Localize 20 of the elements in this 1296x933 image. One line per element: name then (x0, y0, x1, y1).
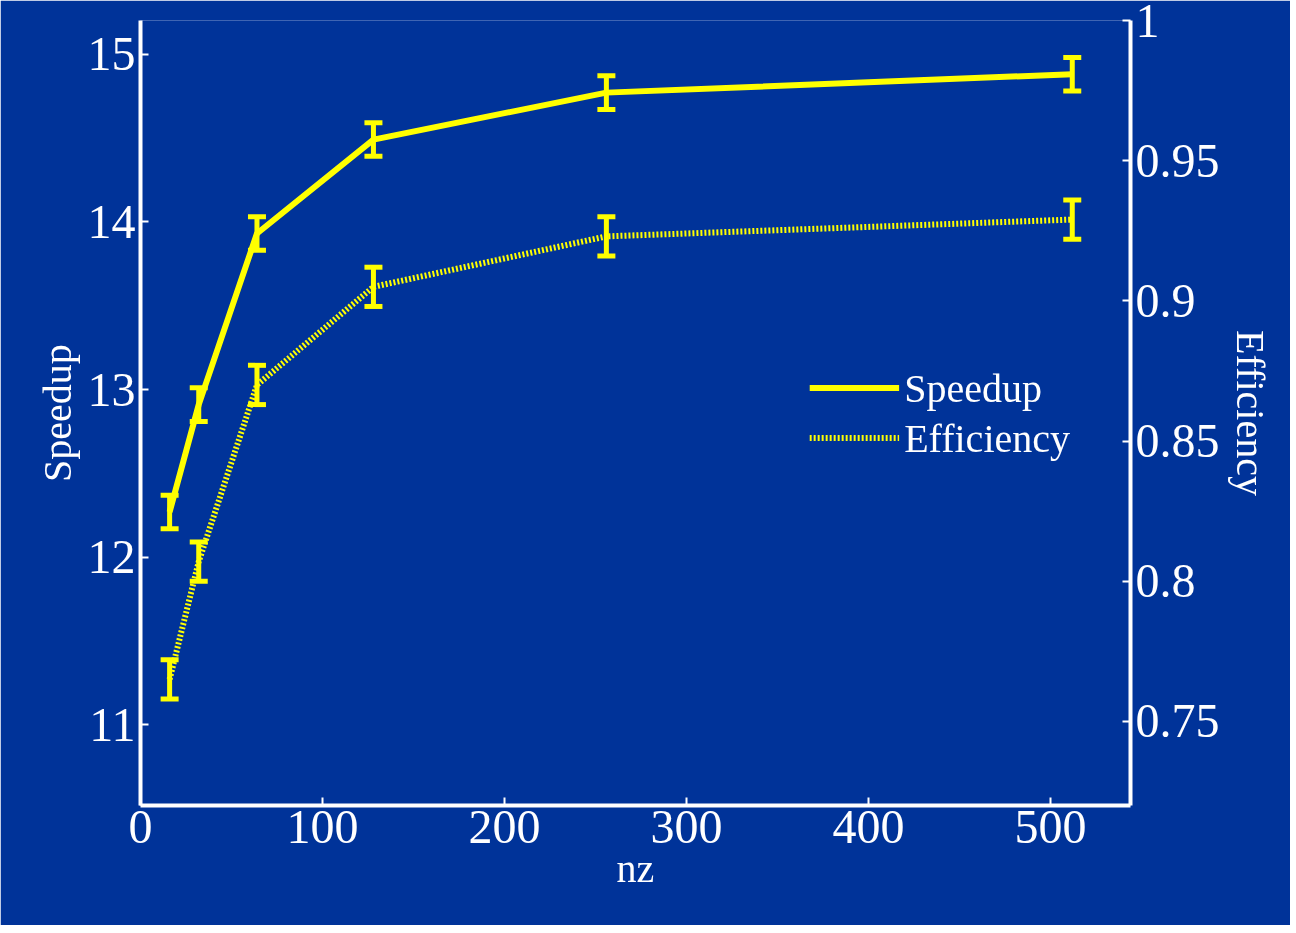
y2-tick-label: 0.9 (1135, 273, 1196, 327)
y-tick-label: 14 (87, 194, 136, 248)
y2-tick-label: 0.85 (1135, 414, 1220, 468)
x-tick-label: 500 (1014, 799, 1087, 853)
y2-tick-label: 0.95 (1135, 133, 1220, 187)
y-tick-label: 13 (87, 362, 136, 416)
y-tick-label: 12 (87, 530, 136, 584)
y-tick-label: 15 (87, 27, 136, 81)
x-tick-label: 400 (832, 799, 905, 853)
x-tick-label: 0 (128, 799, 153, 853)
legend-label: Speedup (904, 364, 1042, 411)
y2-tick-label: 1 (1135, 0, 1160, 47)
y-tick-label: 11 (89, 697, 136, 751)
legend-label: Efficiency (904, 414, 1070, 461)
x-tick-label: 100 (286, 799, 359, 853)
y2-tick-label: 0.8 (1135, 554, 1196, 608)
x-tick-label: 200 (468, 799, 541, 853)
y-axis-title: Speedup (34, 344, 80, 482)
y2-axis-title: Efficiency (1227, 330, 1273, 496)
y2-tick-label: 0.75 (1135, 694, 1220, 748)
